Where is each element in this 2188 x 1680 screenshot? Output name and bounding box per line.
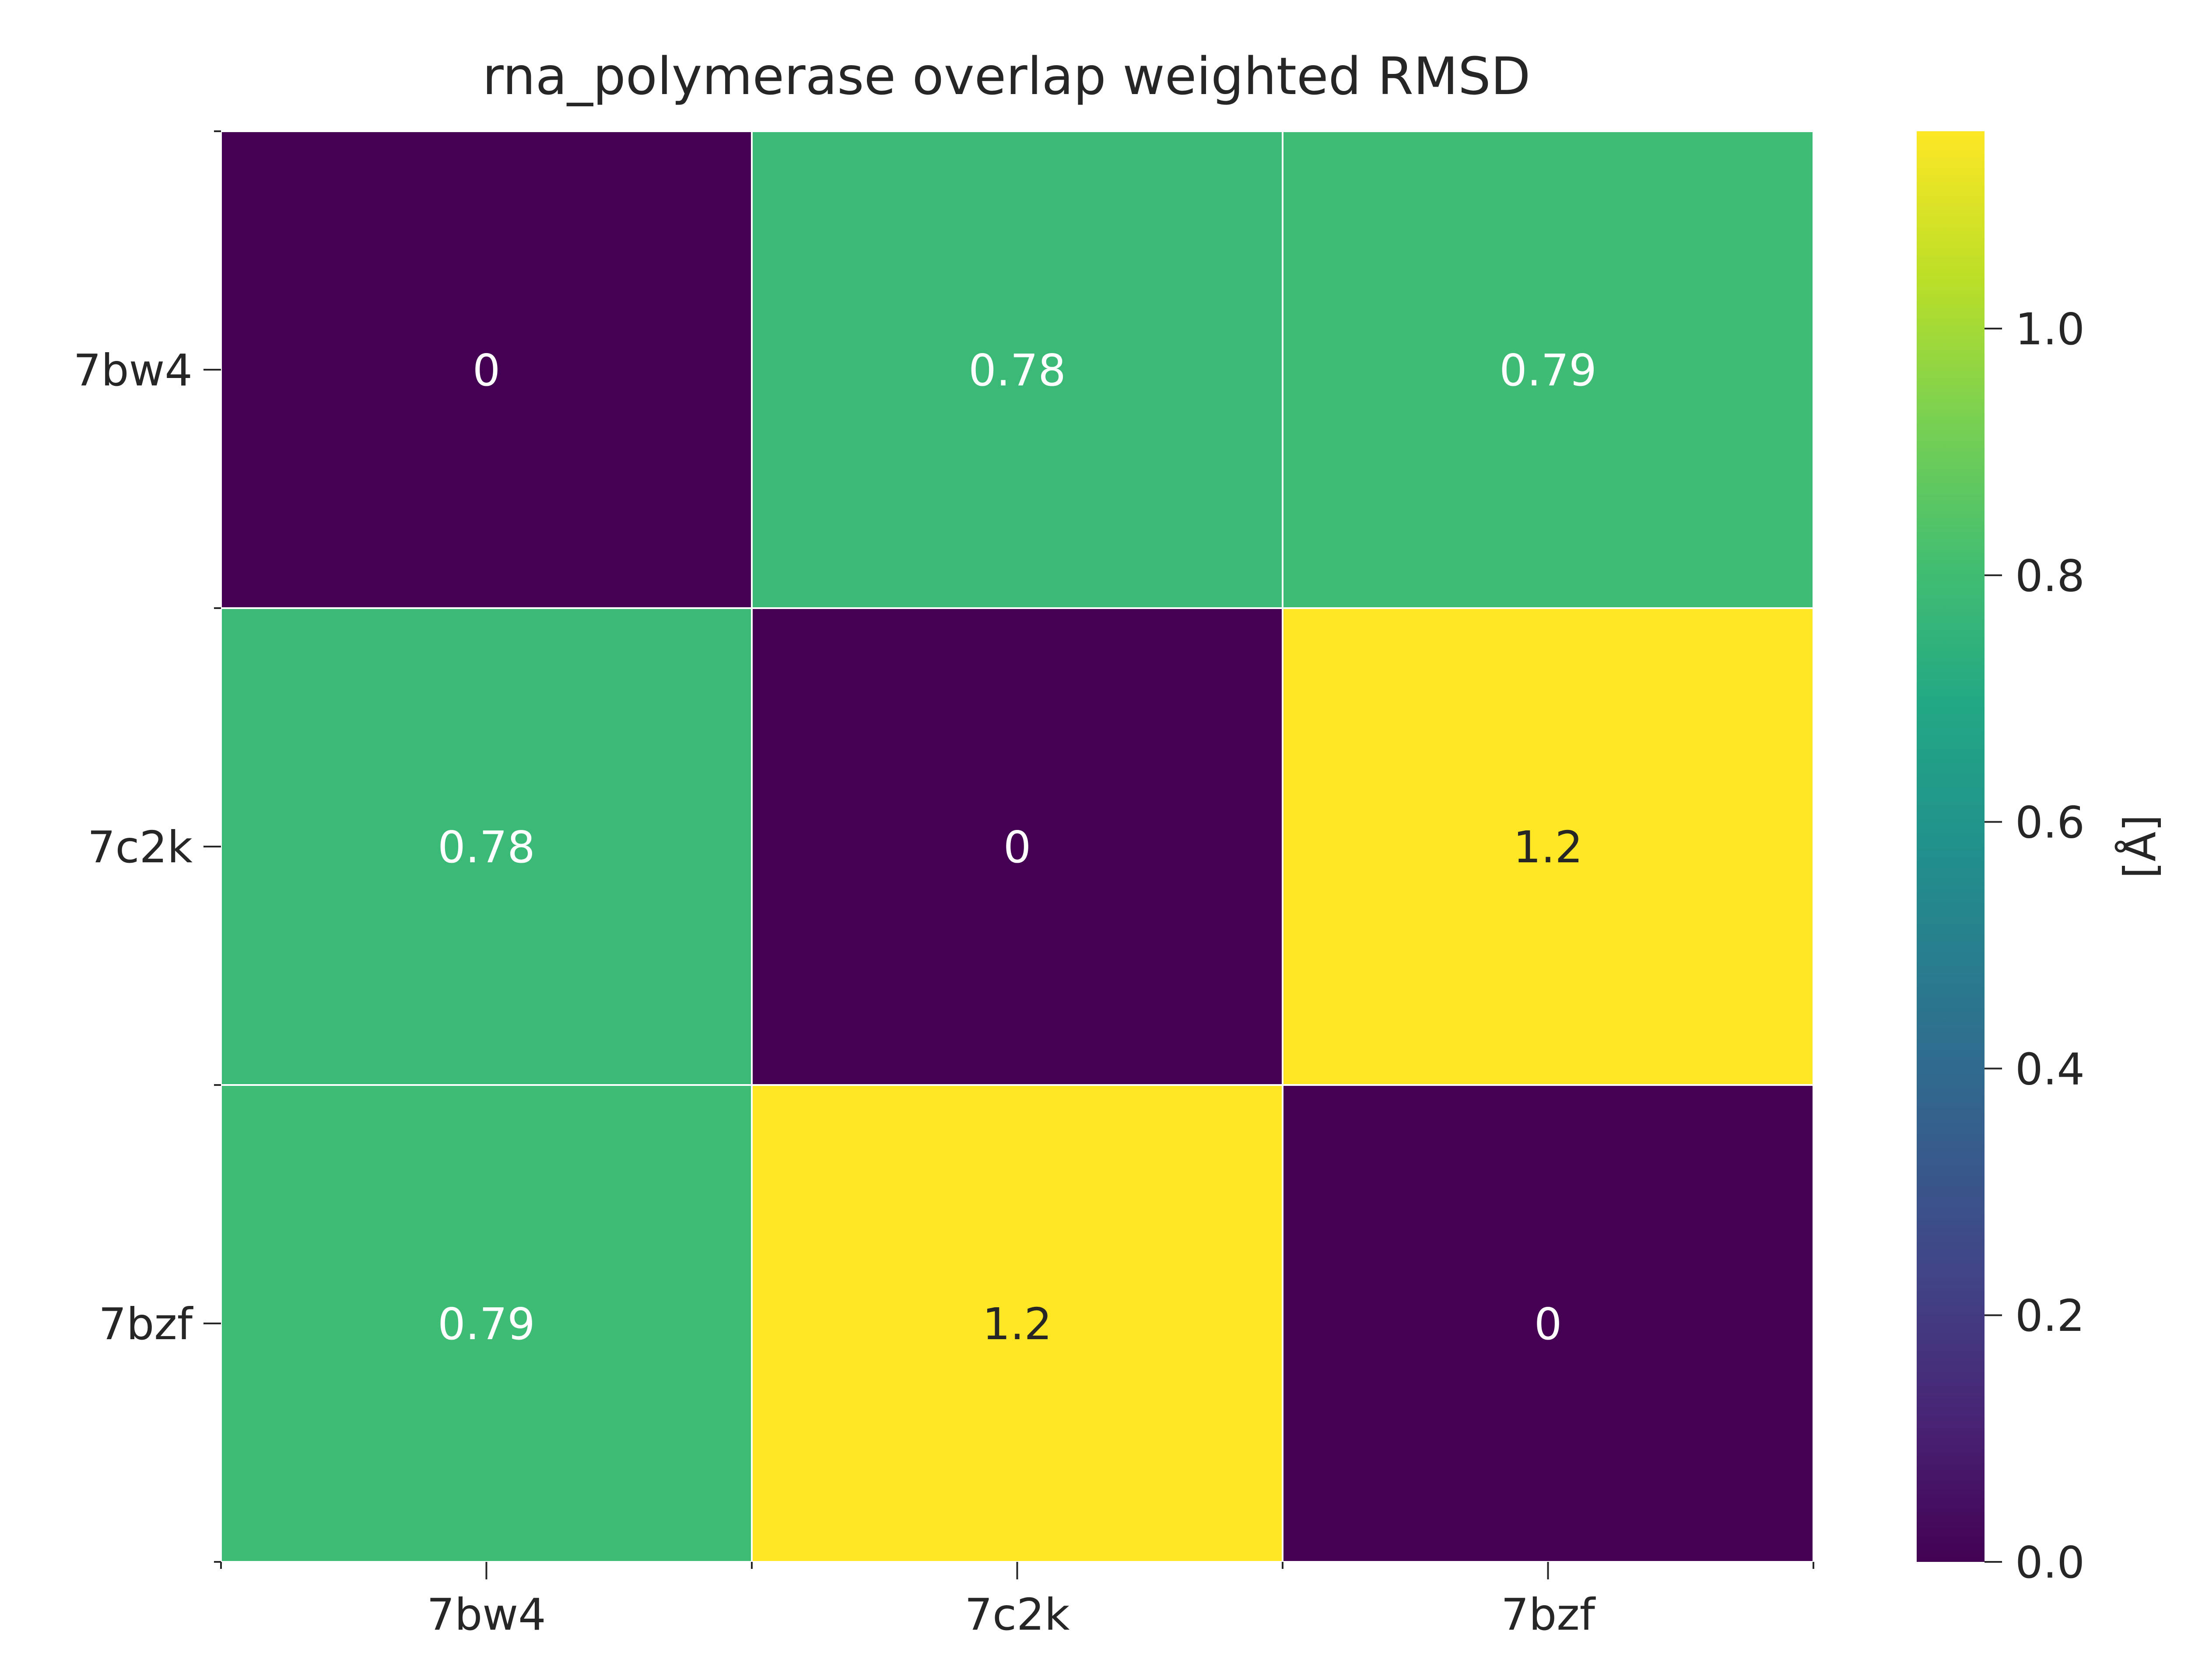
colorbar-label: [Å] (2114, 815, 2166, 878)
heatmap-cell (1282, 130, 1814, 609)
heatmap-cell (220, 607, 753, 1086)
heatmap-cell (220, 1084, 753, 1563)
x-axis: 7bw4 7c2k 7bzf (220, 1562, 1814, 1640)
colorbar-axis: 0.0 0.2 0.4 0.6 0.8 1.0 (1985, 304, 2085, 1588)
cell-annotations: 0 0.78 0.79 0.78 0 1.2 0.79 1.2 0 (438, 345, 1597, 1350)
heatmap-cell (1282, 607, 1814, 1086)
chart-title: rna_polymerase overlap weighted RMSD (482, 46, 1530, 106)
cell-value-label: 1.2 (1513, 822, 1583, 873)
cell-value-label: 0 (473, 345, 501, 396)
colorbar-tick-label: 0.6 (2015, 797, 2085, 848)
y-tick-label: 7bzf (98, 1298, 194, 1350)
y-tick-label: 7c2k (88, 822, 193, 873)
colorbar-tick-label: 0.8 (2015, 550, 2085, 602)
cell-value-label: 0.79 (438, 1298, 535, 1350)
y-axis: 7bw4 7c2k 7bzf (73, 130, 221, 1563)
heatmap-cell (751, 1084, 1283, 1563)
colorbar-tick-label: 0.2 (2015, 1290, 2085, 1341)
colorbar-tick-label: 1.0 (2015, 304, 2085, 355)
colorbar-tick-label: 0.4 (2015, 1043, 2085, 1095)
x-tick-label: 7c2k (964, 1589, 1069, 1640)
colorbar (1917, 131, 1985, 1562)
cell-value-label: 0.78 (968, 345, 1066, 396)
heatmap-cell (751, 607, 1283, 1086)
x-tick-label: 7bw4 (427, 1589, 546, 1640)
cell-value-label: 0.78 (438, 822, 535, 873)
y-tick-label: 7bw4 (73, 345, 193, 396)
heatmap-cell (751, 130, 1283, 609)
cell-value-label: 1.2 (982, 1298, 1052, 1350)
colorbar-tick-label: 0.0 (2015, 1537, 2085, 1588)
cell-value-label: 0.79 (1499, 345, 1597, 396)
heatmap-cells (220, 130, 1814, 1563)
cell-value-label: 0 (1003, 822, 1031, 873)
x-tick-label: 7bzf (1501, 1589, 1596, 1640)
heatmap-cell (220, 130, 753, 609)
cell-value-label: 0 (1534, 1298, 1562, 1350)
